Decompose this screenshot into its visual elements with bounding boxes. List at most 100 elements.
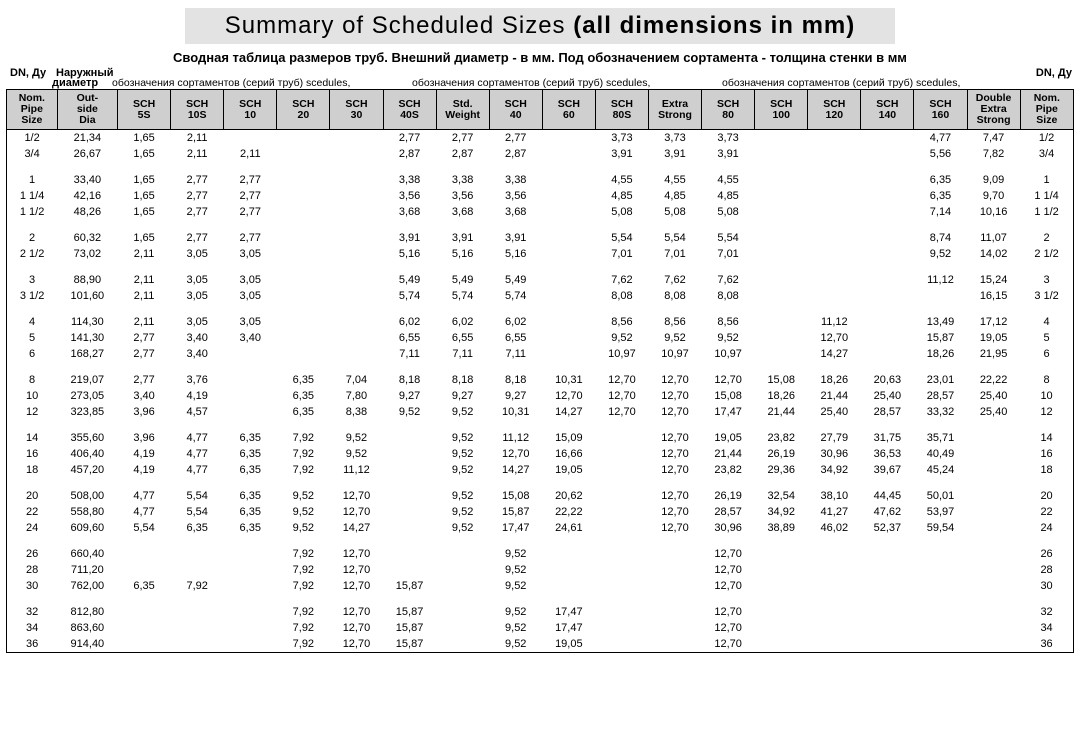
table-cell: 59,54 <box>914 520 967 536</box>
table-cell: 2,77 <box>224 188 277 204</box>
table-cell: 25,40 <box>808 404 861 420</box>
table-row: 2 1/273,022,113,053,055,165,165,167,017,… <box>7 246 1074 262</box>
table-cell <box>542 188 595 204</box>
table-cell: 12,70 <box>595 404 648 420</box>
table-cell: 3,05 <box>171 246 224 262</box>
table-cell: 34 <box>1020 620 1073 636</box>
table-cell: 2,77 <box>118 330 171 346</box>
table-row: 18457,204,194,776,357,9211,129,5214,2719… <box>7 462 1074 478</box>
table-cell: 9,52 <box>277 488 330 504</box>
table-cell: 2 <box>7 230 58 246</box>
table-cell <box>648 620 701 636</box>
table-cell: 6,02 <box>489 314 542 330</box>
table-cell: 4,77 <box>118 504 171 520</box>
table-cell: 25,40 <box>861 388 914 404</box>
table-cell <box>755 230 808 246</box>
col-header: SCH10S <box>171 90 224 130</box>
table-cell: 3/4 <box>1020 146 1073 162</box>
table-cell: 2,77 <box>171 172 224 188</box>
table-cell <box>861 546 914 562</box>
table-cell: 3,91 <box>436 230 489 246</box>
table-cell: 9,52 <box>436 504 489 520</box>
table-cell: 8,08 <box>595 288 648 304</box>
table-cell <box>967 578 1020 594</box>
table-cell: 14 <box>7 430 58 446</box>
table-cell: 8,08 <box>702 288 755 304</box>
table-cell <box>542 204 595 220</box>
table-cell: 3,91 <box>702 146 755 162</box>
table-cell: 10,16 <box>967 204 1020 220</box>
table-cell: 168,27 <box>57 346 117 362</box>
table-row: 6168,272,773,407,117,117,1110,9710,9710,… <box>7 346 1074 362</box>
table-cell: 18 <box>1020 462 1073 478</box>
table-cell: 20,62 <box>542 488 595 504</box>
table-cell: 863,60 <box>57 620 117 636</box>
table-cell: 20 <box>1020 488 1073 504</box>
table-cell <box>171 604 224 620</box>
table-cell: 1 <box>7 172 58 188</box>
table-row: 32812,807,9212,7015,879,5217,4712,7032 <box>7 604 1074 620</box>
table-cell: 3 <box>7 272 58 288</box>
table-row: 28711,207,9212,709,5212,7028 <box>7 562 1074 578</box>
table-cell <box>755 188 808 204</box>
table-cell: 14,27 <box>330 520 383 536</box>
table-cell <box>914 636 967 653</box>
table-cell <box>755 130 808 147</box>
table-cell: 2,77 <box>118 346 171 362</box>
table-row: 1/221,341,652,112,772,772,773,733,733,73… <box>7 130 1074 147</box>
table-cell <box>967 504 1020 520</box>
table-cell <box>861 172 914 188</box>
table-cell: 2,11 <box>224 146 277 162</box>
table-cell: 28,57 <box>702 504 755 520</box>
table-cell: 10,97 <box>595 346 648 362</box>
table-cell: 4,55 <box>648 172 701 188</box>
table-cell <box>808 204 861 220</box>
table-cell <box>224 546 277 562</box>
table-cell <box>277 272 330 288</box>
table-cell: 3,40 <box>171 330 224 346</box>
table-cell: 5,08 <box>702 204 755 220</box>
table-cell: 28 <box>1020 562 1073 578</box>
table-cell: 8,18 <box>436 372 489 388</box>
table-cell: 2,87 <box>489 146 542 162</box>
table-cell: 32 <box>7 604 58 620</box>
table-cell: 7,92 <box>277 562 330 578</box>
table-cell: 16,66 <box>542 446 595 462</box>
table-cell: 5,54 <box>595 230 648 246</box>
table-cell <box>330 272 383 288</box>
table-cell: 17,47 <box>542 604 595 620</box>
table-cell: 32,54 <box>755 488 808 504</box>
table-row: 16406,404,194,776,357,929,529,5212,7016,… <box>7 446 1074 462</box>
col-header: SCH80S <box>595 90 648 130</box>
table-cell: 26,19 <box>755 446 808 462</box>
table-cell <box>595 546 648 562</box>
table-cell: 19,05 <box>702 430 755 446</box>
table-cell: 11,07 <box>967 230 1020 246</box>
table-cell <box>171 562 224 578</box>
table-cell: 15,08 <box>755 372 808 388</box>
table-cell: 60,32 <box>57 230 117 246</box>
sched-label-3: обозначения сортаментов (серий труб) sce… <box>722 77 1024 89</box>
table-row: 5141,302,773,403,406,556,556,559,529,529… <box>7 330 1074 346</box>
table-cell <box>808 172 861 188</box>
table-cell: 7,62 <box>595 272 648 288</box>
table-cell: 5,54 <box>171 504 224 520</box>
table-cell <box>755 288 808 304</box>
table-cell: 12,70 <box>595 372 648 388</box>
table-cell: 1,65 <box>118 230 171 246</box>
table-cell <box>861 562 914 578</box>
table-cell: 711,20 <box>57 562 117 578</box>
table-cell: 3,40 <box>224 330 277 346</box>
blank-row <box>7 420 1074 430</box>
table-cell <box>542 230 595 246</box>
table-cell <box>277 204 330 220</box>
table-cell: 88,90 <box>57 272 117 288</box>
table-cell: 2,77 <box>171 230 224 246</box>
table-cell: 33,40 <box>57 172 117 188</box>
table-cell: 30 <box>1020 578 1073 594</box>
table-cell: 17,47 <box>542 620 595 636</box>
table-cell: 12 <box>1020 404 1073 420</box>
table-cell <box>755 346 808 362</box>
table-cell <box>808 562 861 578</box>
table-cell: 2,11 <box>118 272 171 288</box>
